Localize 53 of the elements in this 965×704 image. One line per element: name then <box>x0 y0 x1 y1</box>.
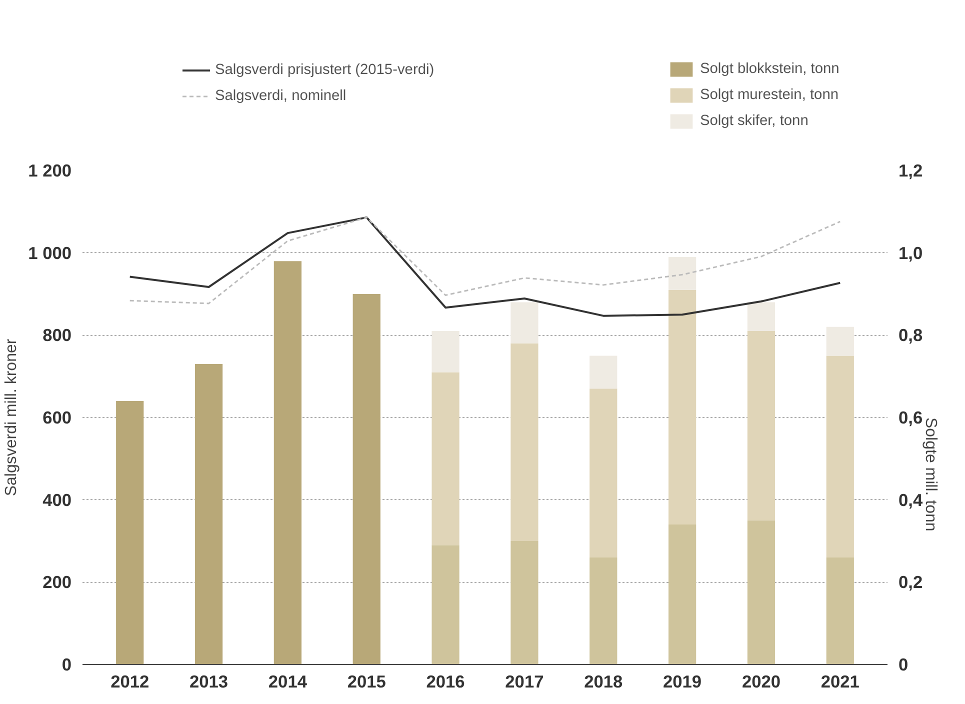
bar <box>668 524 696 664</box>
bar <box>432 372 460 546</box>
bar <box>668 256 696 290</box>
legend-label: Solgt skifer, tonn <box>700 113 808 129</box>
x-tick-label: 2019 <box>663 672 702 692</box>
bar <box>116 401 144 664</box>
y2-tick-label: 0,8 <box>898 325 923 346</box>
bar <box>510 541 538 664</box>
y2-tick-label: 1,0 <box>898 242 923 263</box>
bar <box>668 290 696 525</box>
legend-label: Solgt murestein, tonn <box>700 87 838 103</box>
x-tick-label: 2018 <box>584 672 624 692</box>
bar <box>747 331 776 520</box>
bar <box>747 302 776 332</box>
x-tick-label: 2016 <box>426 672 466 692</box>
bar <box>590 557 618 664</box>
y2-tick-label: 0,4 <box>898 490 923 510</box>
bar <box>432 331 460 372</box>
bar <box>590 356 618 389</box>
x-tick-label: 2020 <box>742 672 781 692</box>
bar <box>510 302 538 344</box>
bar <box>510 343 538 541</box>
bar <box>274 261 302 664</box>
legend-label: Salgsverdi prisjustert (2015-verdi) <box>215 62 434 78</box>
y2-tick-label: 1,2 <box>898 160 923 180</box>
y-tick-label: 0 <box>62 654 72 674</box>
bar <box>590 388 618 558</box>
y-tick-label: 800 <box>42 325 72 346</box>
x-tick-label: 2017 <box>505 672 544 692</box>
y2-tick-label: 0,6 <box>898 408 923 428</box>
y-tick-label: 200 <box>42 572 72 592</box>
x-tick-label: 2014 <box>268 672 308 692</box>
bar <box>826 557 854 664</box>
bar <box>826 326 854 356</box>
y2-tick-label: 0 <box>898 654 908 674</box>
x-tick-label: 2013 <box>190 672 228 692</box>
x-tick-label: 2012 <box>110 672 150 692</box>
y2-tick-label: 0,2 <box>898 572 923 592</box>
bar <box>747 520 776 664</box>
y-tick-label: 600 <box>42 408 72 428</box>
y2-axis-title: Solgte mill. tonn <box>922 418 940 532</box>
bar <box>352 294 380 664</box>
y-tick-label: 1 200 <box>28 160 72 180</box>
legend-label: Salgsverdi, nominell <box>215 88 346 104</box>
bar <box>826 356 854 558</box>
y-axis-title: Salgsverdi mill. kroner <box>3 338 20 496</box>
x-tick-label: 2015 <box>347 672 386 692</box>
bar <box>432 545 460 664</box>
x-tick-label: 2021 <box>820 672 860 692</box>
legend-label: Solgt blokkstein, tonn <box>700 61 840 77</box>
y-tick-label: 400 <box>42 490 72 510</box>
bar <box>194 364 223 664</box>
y-tick-label: 1 000 <box>28 242 72 263</box>
